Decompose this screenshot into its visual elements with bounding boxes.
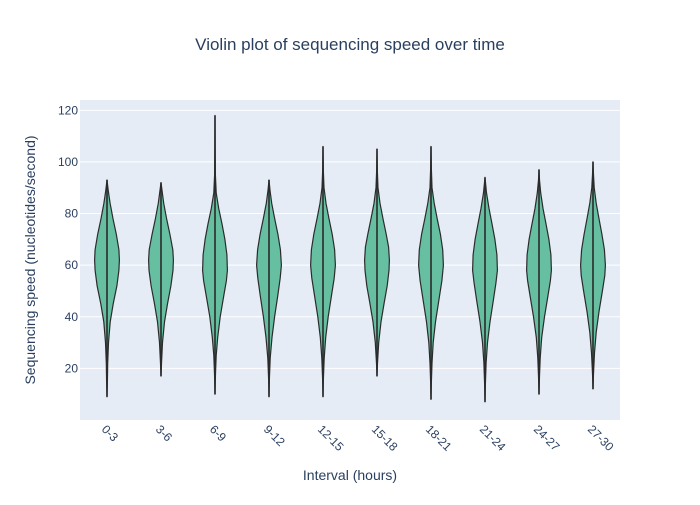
y-tick-label: 100 <box>58 155 78 169</box>
y-tick-label: 40 <box>65 310 79 324</box>
y-tick-label: 120 <box>58 103 78 117</box>
x-axis-title: Interval (hours) <box>303 467 397 483</box>
y-tick-label: 80 <box>65 207 79 221</box>
chart-title: Violin plot of sequencing speed over tim… <box>195 35 505 54</box>
y-axis-title: Sequencing speed (nucleotides/second) <box>22 135 38 384</box>
violins <box>94 114 606 403</box>
y-tick-label: 60 <box>65 258 79 272</box>
y-tick-label: 20 <box>65 361 79 375</box>
y-axis-ticks: 20 40 60 80 100 120 <box>58 103 78 375</box>
